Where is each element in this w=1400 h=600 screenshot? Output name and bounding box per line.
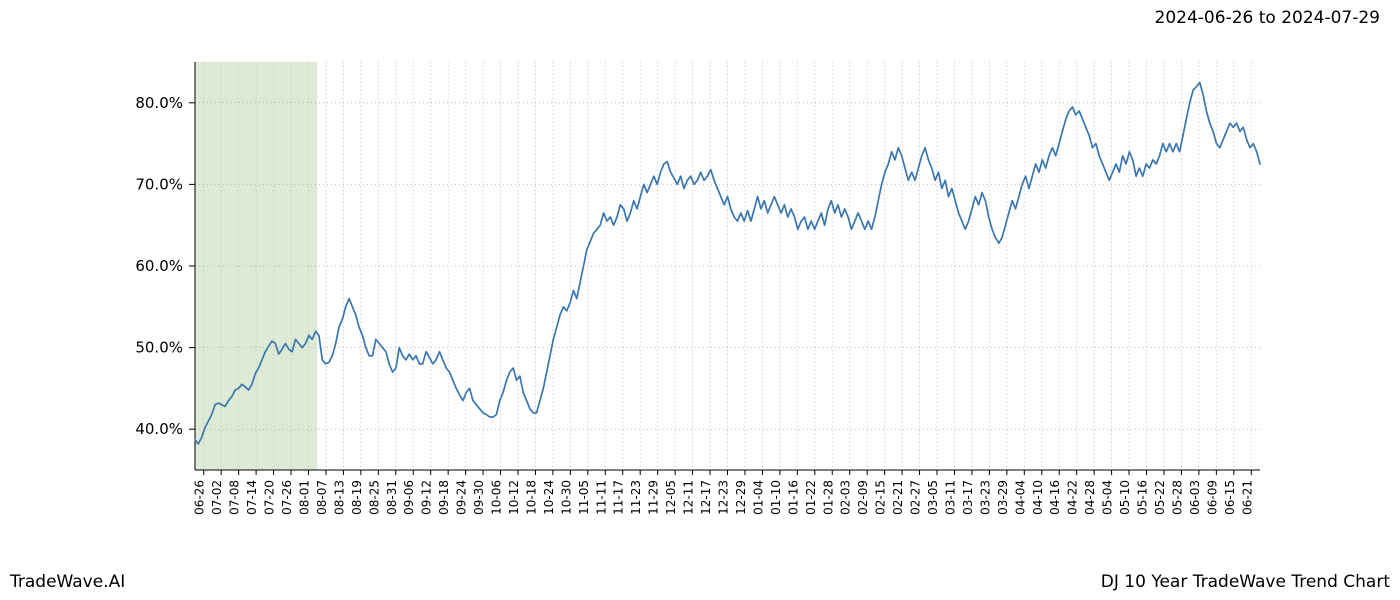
x-tick-label: 02-27 [909, 480, 923, 515]
x-tick-label: 02-09 [856, 480, 870, 515]
x-tick-label: 02-21 [891, 480, 905, 515]
x-tick-label: 06-15 [1223, 480, 1237, 515]
x-tick-label: 08-25 [367, 480, 381, 515]
x-tick-label: 09-18 [437, 480, 451, 515]
x-tick-label: 06-03 [1188, 480, 1202, 515]
x-tick-label: 01-22 [804, 480, 818, 515]
x-tick-label: 08-31 [385, 480, 399, 515]
x-tick-label: 10-24 [542, 480, 556, 515]
x-tick-label: 01-04 [751, 480, 765, 515]
x-tick-label: 12-11 [682, 480, 696, 515]
x-tick-label: 09-24 [455, 480, 469, 515]
x-tick-label: 08-01 [297, 480, 311, 515]
x-tick-label: 11-05 [577, 480, 591, 515]
x-tick-label: 05-16 [1136, 480, 1150, 515]
x-tick-label: 04-22 [1066, 480, 1080, 515]
x-tick-label: 03-11 [943, 480, 957, 515]
x-tick-label: 04-28 [1083, 480, 1097, 515]
x-tick-label: 01-16 [786, 480, 800, 515]
trend-line-chart: 40.0% 50.0% 60.0% 70.0% 80.0% 06-2607-02 07-08… [0, 0, 1400, 600]
y-tick-label: 80.0% [135, 94, 183, 112]
x-tick-label: 07-20 [263, 480, 277, 515]
x-tick-label: 09-30 [472, 480, 486, 515]
x-tick-label: 08-07 [315, 480, 329, 515]
x-tick-label: 02-15 [874, 480, 888, 515]
x-tick-label: 07-02 [210, 480, 224, 515]
x-tick-label: 07-08 [228, 480, 242, 515]
x-tick-label: 05-04 [1101, 480, 1115, 515]
x-tick-label: 04-10 [1031, 480, 1045, 515]
x-tick-label: 05-22 [1153, 480, 1167, 515]
x-tick-label: 04-04 [1013, 480, 1027, 515]
y-tick-label: 70.0% [135, 175, 183, 193]
trend-line [195, 82, 1260, 444]
x-tick-label: 06-21 [1240, 480, 1254, 515]
x-tick-label: 10-06 [490, 480, 504, 515]
x-tick-label: 03-23 [978, 480, 992, 515]
x-tick-label: 06-26 [193, 480, 207, 515]
x-tick-label: 05-28 [1170, 480, 1184, 515]
x-tick-label: 04-16 [1048, 480, 1062, 515]
x-tick-label: 05-10 [1118, 480, 1132, 515]
y-tick-label: 50.0% [135, 339, 183, 357]
x-tick-label: 12-05 [664, 480, 678, 515]
x-tick-label: 12-17 [699, 480, 713, 515]
x-tick-label: 01-10 [769, 480, 783, 515]
x-tick-label: 11-11 [594, 480, 608, 515]
x-tick-label: 09-12 [420, 480, 434, 515]
x-tick-label: 09-06 [402, 480, 416, 515]
x-tick-label: 11-17 [612, 480, 626, 515]
x-tick-label: 03-29 [996, 480, 1010, 515]
x-tick-label: 10-30 [559, 480, 573, 515]
x-tick-label: 10-18 [524, 480, 538, 515]
x-tick-label: 07-26 [280, 480, 294, 515]
y-tick-label: 40.0% [135, 420, 183, 438]
x-tick-label: 02-03 [839, 480, 853, 515]
x-tick-label: 12-29 [734, 480, 748, 515]
x-tick-label: 11-29 [647, 480, 661, 515]
x-tick-label: 03-17 [961, 480, 975, 515]
x-tick-label: 03-05 [926, 480, 940, 515]
chart-container: 40.0% 50.0% 60.0% 70.0% 80.0% 06-2607-02 07-08… [0, 0, 1400, 600]
x-tick-label: 01-28 [821, 480, 835, 515]
x-tick-label: 08-13 [332, 480, 346, 515]
x-tick-label: 12-23 [717, 480, 731, 515]
y-tick-label: 60.0% [135, 257, 183, 275]
x-tick-label: 06-09 [1205, 480, 1219, 515]
x-tick-label: 08-19 [350, 480, 364, 515]
x-tick-label: 11-23 [629, 480, 643, 515]
x-tick-label: 10-12 [507, 480, 521, 515]
x-tick-label: 07-14 [245, 480, 259, 515]
